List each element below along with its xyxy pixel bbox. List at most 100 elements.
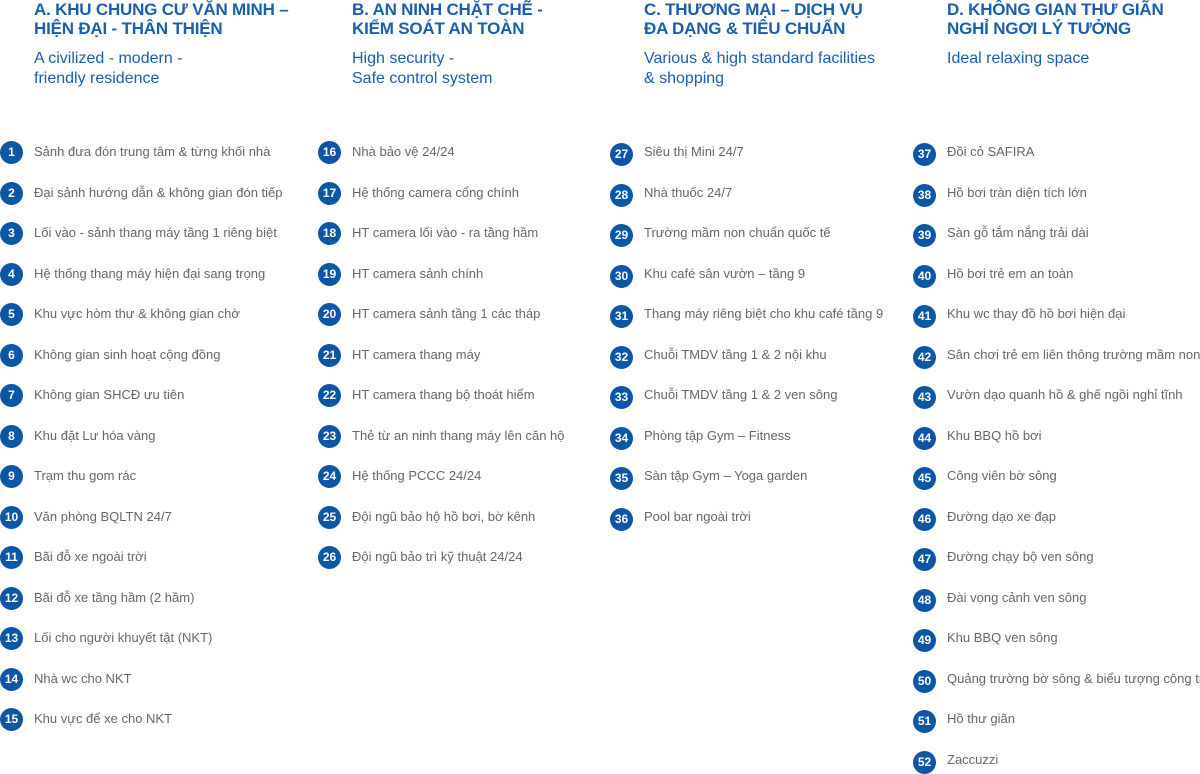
- item-label: Văn phòng BQLTN 24/7: [34, 508, 172, 524]
- list-item: 44 Khu BBQ hồ bơi: [913, 425, 1200, 450]
- number-badge: 22: [318, 384, 341, 407]
- list-item: 28 Nhà thuốc 24/7: [610, 182, 910, 207]
- list-item: 42 Sân chơi trẻ em liên thông trường mầm …: [913, 344, 1200, 369]
- item-label: Trường mầm non chuẩn quốc tế: [644, 225, 831, 240]
- item-label: Siêu thị Mini 24/7: [644, 144, 744, 159]
- item-label: Khu đặt Lư hóa vàng: [34, 427, 156, 443]
- number-badge: 32: [610, 345, 633, 369]
- section-subtitle-line: & shopping: [644, 70, 725, 87]
- item-label: HT camera thang máy: [352, 346, 481, 362]
- item-label: Sảnh đưa đón trung tâm & từng khối nhà: [34, 144, 271, 159]
- list-item: 27 Siêu thị Mini 24/7: [610, 141, 910, 166]
- item-label: Zaccuzzi: [947, 751, 999, 767]
- section-subtitle-line: Ideal relaxing space: [947, 50, 1090, 67]
- number-badge: 52: [913, 750, 936, 774]
- number-badge: 31: [610, 305, 633, 328]
- list-item: 41 Khu wc thay đồ hồ bơi hiện đại: [913, 303, 1200, 328]
- item-label: Khu vực để xe cho NKT: [34, 711, 173, 726]
- list-item: 12 Bãi đỗ xe tầng hầm (2 hầm): [0, 586, 300, 611]
- list-item: 10 Văn phòng BQLTN 24/7: [0, 505, 300, 530]
- item-label: Công viên bờ sông: [947, 468, 1057, 483]
- list-item: 23 Thẻ từ an ninh thang máy lên căn hộ: [318, 424, 618, 449]
- number-badge: 44: [913, 426, 936, 450]
- number-badge: 29: [610, 224, 633, 247]
- number-badge: 28: [610, 183, 633, 207]
- number-badge: 20: [318, 303, 341, 326]
- list-item: 15 Khu vực để xe cho NKT: [0, 708, 300, 732]
- item-label: Đại sảnh hướng dẫn & không gian đón tiếp: [34, 184, 283, 200]
- list-item: 14 Nhà wc cho NKT: [0, 667, 300, 692]
- list-item: 47 Đường chạy bộ ven sông: [913, 546, 1200, 571]
- number-badge: 6: [0, 343, 23, 367]
- item-label: Khu wc thay đồ hồ bơi hiện đại: [947, 306, 1126, 321]
- item-label: Sàn gỗ tắm nắng trải dài: [947, 225, 1089, 240]
- number-badge: 4: [0, 262, 23, 286]
- number-badge: 38: [913, 183, 936, 207]
- number-badge: 49: [913, 629, 936, 652]
- item-label: Bãi đỗ xe ngoài trời: [34, 549, 147, 564]
- list-item: 34 Phòng tập Gym – Fitness: [610, 425, 910, 450]
- item-label: Lối cho người khuyết tật (NKT): [34, 630, 213, 645]
- list-item: 2 Đại sảnh hướng dẫn & không gian đón tiế…: [0, 181, 300, 206]
- list-item: 33 Chuỗi TMDV tầng 1 & 2 ven sông: [610, 384, 910, 409]
- number-badge: 5: [0, 303, 23, 326]
- list-item: 24 Hệ thống PCCC 24/24: [318, 465, 618, 489]
- item-label: Lối vào - sảnh thang máy tầng 1 riêng bi…: [34, 225, 277, 240]
- section-subtitle: Ideal relaxing space: [947, 49, 1089, 69]
- section-subtitle-line: Safe control system: [352, 70, 493, 87]
- item-label: Thang máy riêng biệt cho khu café tầng 9: [644, 306, 884, 321]
- number-badge: 50: [913, 669, 936, 693]
- number-badge: 2: [0, 181, 23, 205]
- item-label: Hồ thư giãn: [947, 711, 1015, 726]
- item-label: Đường chạy bộ ven sông: [947, 549, 1094, 564]
- number-badge: 15: [0, 708, 23, 731]
- number-badge: 43: [913, 386, 936, 409]
- list-item: 35 Sàn tập Gym – Yoga garden: [610, 465, 910, 490]
- number-badge: 45: [913, 467, 936, 490]
- item-label: Khu café sân vườn – tầng 9: [644, 265, 806, 281]
- item-label: Hệ thống thang máy hiện đại sang trọng: [34, 265, 266, 281]
- list-item: 45 Công viên bờ sông: [913, 465, 1200, 490]
- number-badge: 7: [0, 384, 23, 407]
- number-badge: 18: [318, 222, 341, 245]
- number-badge: 17: [318, 181, 341, 205]
- section-title: D. KHÔNG GIAN THƯ GIÃN NGHỈ NGƠI LÝ TƯỞNG: [947, 0, 1164, 38]
- number-badge: 27: [610, 143, 633, 166]
- item-label: Thẻ từ an ninh thang máy lên căn hộ: [352, 427, 565, 443]
- item-label: Quảng trường bờ sông & biểu tượng công t…: [947, 670, 1200, 686]
- list-item: 52 Zaccuzzi: [913, 749, 1200, 774]
- list-item: 31 Thang máy riêng biệt cho khu café tầng…: [610, 303, 910, 328]
- list-item: 29 Trường mầm non chuẩn quốc tế: [610, 222, 910, 247]
- number-badge: 25: [318, 505, 341, 529]
- list-item: 49 Khu BBQ ven sông: [913, 627, 1200, 652]
- number-badge: 12: [0, 586, 23, 610]
- item-label: HT camera sảnh chính: [352, 265, 484, 281]
- item-label: Chuỗi TMDV tầng 1 & 2 ven sông: [644, 387, 838, 402]
- number-badge: 30: [610, 264, 633, 288]
- number-badge: 37: [913, 143, 936, 166]
- section-title-line: ĐA DẠNG & TIÊU CHUẨN: [644, 19, 846, 38]
- list-item: 37 Đồi cỏ SAFIRA: [913, 141, 1200, 166]
- list-item: 18 HT camera lối vào - ra tầng hầm: [318, 222, 618, 246]
- number-badge: 24: [318, 465, 341, 488]
- list-item: 43 Vườn dạo quanh hồ & ghế ngồi nghỉ tĩnh: [913, 384, 1200, 409]
- list-item: 17 Hệ thống camera cổng chính: [318, 181, 618, 206]
- list-item: 40 Hồ bơi trẻ em an toàn: [913, 263, 1200, 288]
- list-item: 38 Hồ bơi tràn diện tích lớn: [913, 182, 1200, 207]
- item-label: Đồi cỏ SAFIRA: [947, 144, 1035, 159]
- item-label: Đường dạo xe đạp: [947, 508, 1057, 524]
- section-title-line: NGHỈ NGƠI LÝ TƯỞNG: [947, 19, 1132, 38]
- item-label: Nhà wc cho NKT: [34, 670, 132, 686]
- number-badge: 35: [610, 467, 633, 490]
- number-badge: 42: [913, 345, 936, 369]
- item-label: Sân chơi trẻ em liên thông trường mầm no…: [947, 346, 1200, 362]
- item-label: Đội ngũ bảo trì kỹ thuật 24/24: [352, 549, 523, 564]
- list-item: 7 Không gian SHCĐ ưu tiên: [0, 384, 300, 408]
- item-label: Trạm thu gom rác: [34, 468, 137, 483]
- list-item: 48 Đài vọng cảnh ven sông: [913, 587, 1200, 612]
- item-label: Hồ bơi tràn diện tích lớn: [947, 184, 1087, 200]
- section-title-line: B. AN NINH CHẶT CHẼ -: [352, 0, 543, 19]
- list-item: 51 Hồ thư giãn: [913, 708, 1200, 733]
- number-badge: 40: [913, 264, 936, 288]
- section-subtitle: A civilized - modern - friendly residence: [34, 49, 183, 89]
